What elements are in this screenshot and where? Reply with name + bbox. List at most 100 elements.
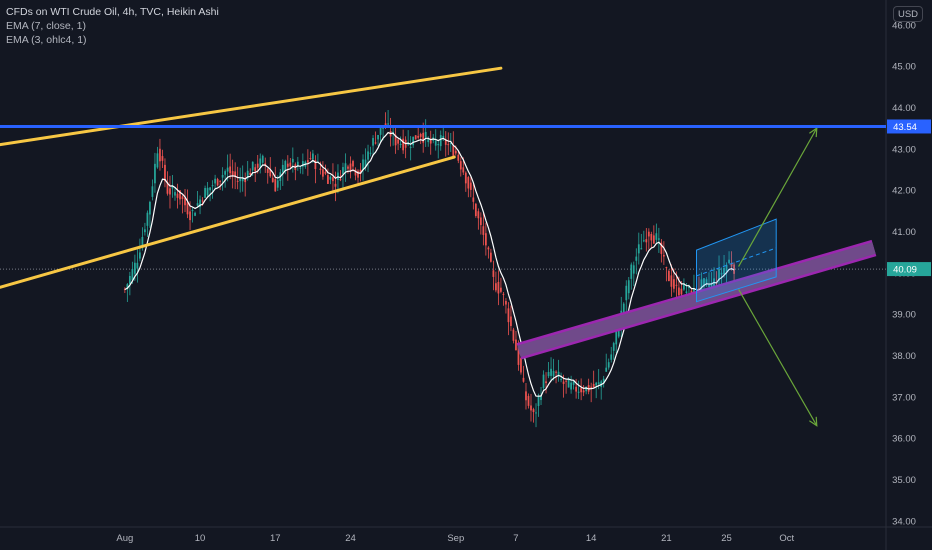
currency-button[interactable]: USD — [893, 6, 923, 22]
candle-body — [462, 167, 465, 173]
candle-body — [362, 159, 364, 170]
candle-body — [419, 134, 422, 137]
candle-body — [306, 160, 309, 163]
candle-body — [286, 163, 289, 167]
candle-body — [500, 287, 502, 292]
candle-body — [487, 247, 490, 250]
candle-body — [322, 169, 324, 177]
candle-body — [640, 248, 643, 250]
candle-body — [552, 371, 555, 377]
candle-body — [151, 186, 154, 197]
candle-body — [261, 155, 264, 163]
candle-body — [347, 166, 349, 169]
candle-body — [454, 150, 457, 154]
candle-body — [693, 288, 695, 295]
candle-body — [134, 262, 136, 274]
candle-body — [319, 168, 322, 171]
candle-body — [492, 270, 495, 277]
candle-body — [532, 409, 535, 413]
candle-body — [479, 217, 482, 226]
candle-body — [254, 167, 257, 172]
candle-body — [427, 138, 430, 143]
candle-body — [459, 161, 462, 170]
candle-body — [685, 291, 688, 293]
x-tick-label: 25 — [721, 533, 732, 544]
candle-body — [131, 268, 134, 281]
candle-body — [449, 142, 452, 144]
candle-body — [176, 193, 179, 198]
candle-body — [199, 199, 201, 208]
candle-body — [710, 283, 713, 288]
candle-body — [374, 142, 377, 144]
candle-body — [352, 161, 354, 167]
candle-body — [467, 177, 470, 189]
candle-body — [209, 187, 211, 191]
candle-body — [562, 381, 565, 384]
candle-body — [700, 279, 703, 292]
y-tick-label: 38.00 — [892, 351, 916, 362]
y-tick-label: 36.00 — [892, 434, 916, 445]
candle-body — [211, 185, 214, 187]
candle-body — [291, 158, 294, 163]
y-tick-label: 45.00 — [892, 62, 916, 73]
candle-body — [502, 293, 505, 295]
candle-body — [457, 154, 460, 161]
candle-body — [424, 131, 427, 138]
legend-ema-7[interactable]: EMA (7, close, 1) — [6, 20, 86, 32]
candle-body — [474, 203, 477, 217]
candle-body — [472, 197, 475, 202]
candle-body — [555, 371, 557, 373]
candle-body — [464, 172, 467, 184]
candle-body — [673, 279, 675, 289]
last-price-label: 40.09 — [893, 265, 917, 276]
candle-body — [349, 163, 352, 171]
candle-body — [312, 153, 314, 160]
candle-body — [146, 212, 149, 226]
candle-body — [221, 174, 224, 178]
candle-body — [269, 170, 272, 177]
candle-body — [708, 285, 710, 287]
legend-ema-3[interactable]: EMA (3, ohlc4, 1) — [6, 34, 87, 46]
y-tick-label: 44.00 — [892, 103, 916, 114]
candle-body — [625, 285, 628, 301]
candle-body — [668, 270, 670, 282]
candle-body — [725, 264, 728, 272]
candle-body — [387, 123, 389, 125]
candle-body — [141, 236, 144, 247]
candle-body — [244, 179, 247, 183]
candle-body — [567, 379, 570, 388]
candles — [123, 109, 735, 428]
candle-body — [437, 144, 440, 146]
candle-body — [675, 284, 678, 286]
candle-body — [264, 163, 267, 166]
legend-symbol[interactable]: CFDs on WTI Crude Oil, 4h, TVC, Heikin A… — [6, 6, 219, 18]
candle-body — [241, 178, 244, 182]
candle-body — [545, 381, 547, 384]
arrow-down — [738, 289, 818, 427]
candle-body — [229, 166, 232, 174]
candle-body — [301, 161, 304, 167]
arrow-up-head — [809, 126, 818, 138]
candle-body — [194, 212, 196, 216]
candle-body — [520, 358, 522, 373]
arrow-down-head — [809, 416, 818, 427]
candle-body — [161, 156, 164, 161]
candle-body — [289, 162, 292, 167]
x-tick-label: Sep — [447, 533, 464, 544]
y-tick-label: 34.00 — [892, 516, 916, 527]
candle-body — [595, 382, 598, 386]
candle-body — [332, 177, 334, 182]
candle-body — [354, 169, 357, 176]
candle-body — [495, 283, 497, 291]
chart-legend: CFDs on WTI Crude Oil, 4h, TVC, Heikin A… — [6, 5, 219, 47]
candle-body — [542, 374, 545, 389]
candle-body — [206, 187, 209, 196]
candle-body — [309, 157, 312, 159]
candle-body — [655, 233, 658, 240]
candle-body — [590, 386, 593, 388]
candle-body — [512, 329, 515, 341]
y-tick-label: 43.00 — [892, 144, 916, 155]
candle-body — [647, 231, 650, 237]
candle-body — [535, 412, 537, 414]
